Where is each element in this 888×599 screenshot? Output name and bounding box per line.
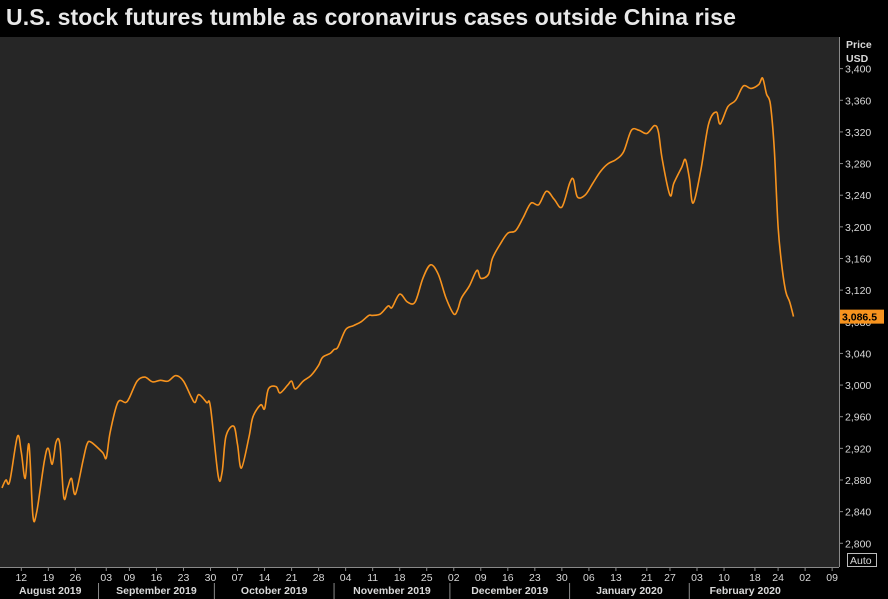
y-tick-label: 3,280 xyxy=(845,159,871,171)
y-tick-label: 3,160 xyxy=(845,253,871,265)
x-tick-label: 02 xyxy=(799,572,811,584)
y-tick-label: 3,200 xyxy=(845,222,871,234)
x-tick-label: 14 xyxy=(259,572,271,584)
auto-scale-button[interactable]: Auto xyxy=(847,553,877,568)
month-label: October 2019 xyxy=(241,585,308,597)
month-label: February 2020 xyxy=(710,585,781,597)
x-tick-label: 16 xyxy=(151,572,163,584)
series-line xyxy=(1,77,795,523)
x-tick-label: 04 xyxy=(340,572,352,584)
y-tick-label: 3,040 xyxy=(845,348,871,360)
x-tick-label: 03 xyxy=(691,572,703,584)
y-axis-label-price: Price xyxy=(846,39,872,51)
y-tick-label: 3,240 xyxy=(845,190,871,202)
x-tick-label: 07 xyxy=(232,572,244,584)
x-tick-label: 23 xyxy=(529,572,541,584)
last-value-label: 3,086.5 xyxy=(842,312,877,324)
plot-area xyxy=(0,37,839,567)
x-tick-label: 28 xyxy=(313,572,325,584)
x-tick-label: 13 xyxy=(610,572,622,584)
x-tick-label: 03 xyxy=(100,572,112,584)
x-tick-label: 09 xyxy=(475,572,487,584)
month-label: November 2019 xyxy=(353,585,431,597)
last-value-badge-bg xyxy=(840,309,884,324)
month-label: September 2019 xyxy=(116,585,197,597)
y-tick-label: 2,960 xyxy=(845,412,871,424)
y-tick-label: 3,320 xyxy=(845,127,871,139)
x-tick-label: 10 xyxy=(718,572,730,584)
x-axis-months: August 2019 September 2019 October 2019 Nov… xyxy=(19,583,781,599)
y-tick-label: 3,000 xyxy=(845,380,871,392)
x-tick-label: 11 xyxy=(367,572,378,584)
y-tick-label: 3,360 xyxy=(845,95,871,107)
auto-scale-button-bg[interactable] xyxy=(847,553,877,567)
x-tick-label: 16 xyxy=(502,572,514,584)
y-tick-label: 3,120 xyxy=(845,285,871,297)
x-tick-label: 21 xyxy=(286,572,298,584)
y-axis: 2,8002,8402,8802,9202,9603,0003,0403,080… xyxy=(839,64,871,550)
x-tick-label: 26 xyxy=(70,572,82,584)
x-tick-label: 23 xyxy=(178,572,190,584)
month-label: August 2019 xyxy=(19,585,82,597)
x-tick-label: 06 xyxy=(583,572,595,584)
y-tick-label: 2,920 xyxy=(845,443,871,455)
auto-scale-label[interactable]: Auto xyxy=(850,555,872,567)
x-tick-label: 09 xyxy=(826,572,838,584)
y-axis-label-currency: USD xyxy=(846,53,869,65)
x-tick-label: 19 xyxy=(42,572,54,584)
x-tick-label: 25 xyxy=(421,572,433,584)
month-label: January 2020 xyxy=(596,585,663,597)
x-tick-label: 30 xyxy=(205,572,217,584)
month-label: December 2019 xyxy=(471,585,548,597)
y-tick-label: 2,840 xyxy=(845,507,871,519)
x-tick-label: 27 xyxy=(664,572,676,584)
chart-title: U.S. stock futures tumble as coronavirus… xyxy=(6,4,736,30)
x-tick-label: 02 xyxy=(448,572,460,584)
x-axis: 12 19 26 03 09 16 23 30 07 14 21 28 04 11 18 25 02 09 16 23… xyxy=(15,567,838,584)
y-tick-label: 2,800 xyxy=(845,538,871,550)
x-tick-label: 09 xyxy=(124,572,136,584)
y-tick-label: 2,880 xyxy=(845,475,871,487)
x-tick-label: 30 xyxy=(556,572,568,584)
last-value-badge: 3,086.5 xyxy=(840,309,884,324)
y-tick-label: 3,400 xyxy=(845,64,871,76)
x-tick-label: 24 xyxy=(772,572,784,584)
x-tick-label: 12 xyxy=(15,572,27,584)
x-tick-label: 18 xyxy=(749,572,761,584)
x-tick-label: 18 xyxy=(394,572,406,584)
x-tick-label: 21 xyxy=(641,572,653,584)
